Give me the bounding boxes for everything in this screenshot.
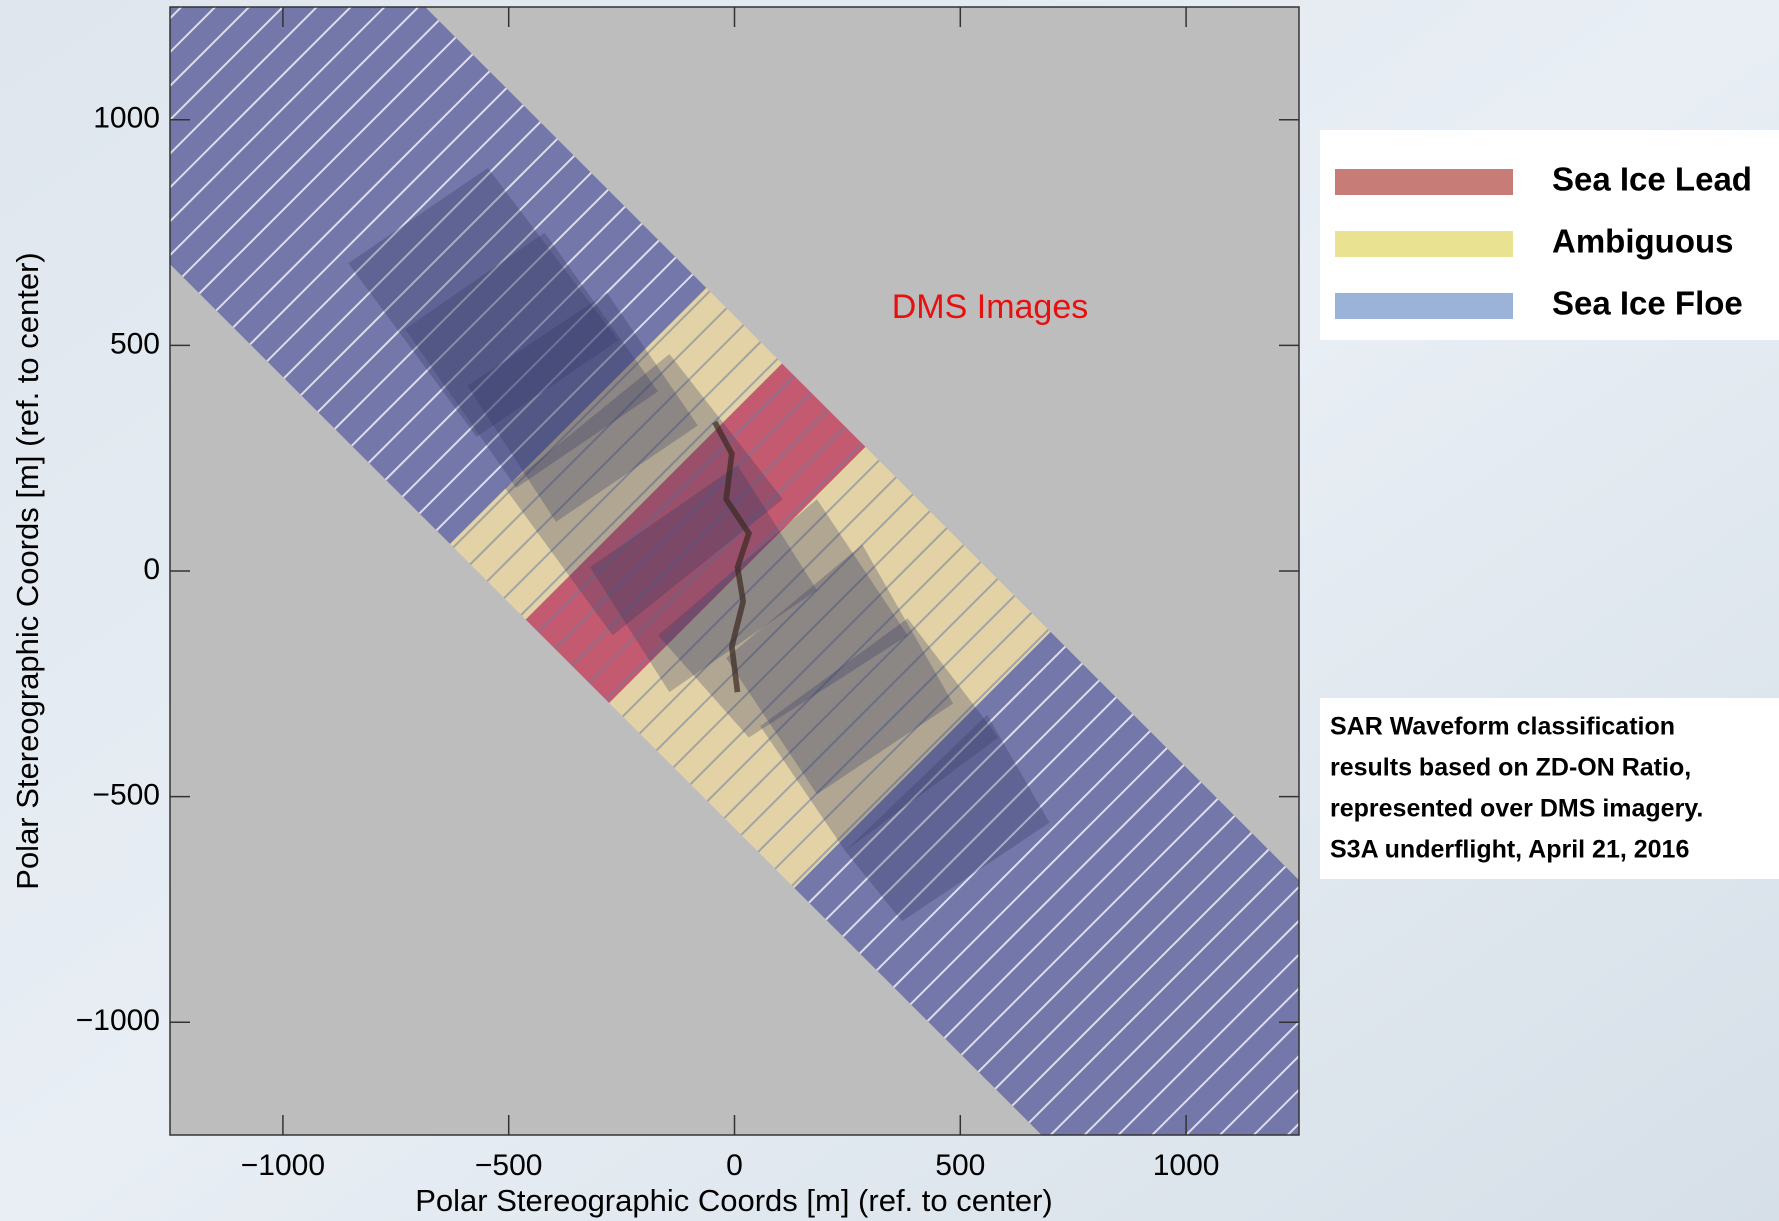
legend-label: Sea Ice Lead bbox=[1552, 161, 1752, 198]
note-line: S3A underflight, April 21, 2016 bbox=[1330, 836, 1689, 864]
note-line: SAR Waveform classification bbox=[1330, 713, 1675, 741]
legend-swatch bbox=[1335, 231, 1513, 257]
legend-label: Sea Ice Floe bbox=[1552, 285, 1743, 322]
x-tick-label: 0 bbox=[726, 1149, 743, 1182]
x-tick-label: −1000 bbox=[241, 1149, 325, 1182]
x-axis-label: Polar Stereographic Coords [m] (ref. to … bbox=[415, 1183, 1052, 1218]
note-line: results based on ZD-ON Ratio, bbox=[1330, 754, 1691, 782]
y-tick-label: 1000 bbox=[93, 102, 160, 135]
legend-swatch bbox=[1335, 169, 1513, 195]
y-tick-label: 500 bbox=[110, 327, 160, 360]
y-tick-label: −500 bbox=[92, 779, 160, 812]
note-line: represented over DMS imagery. bbox=[1330, 795, 1703, 823]
y-tick-label: 0 bbox=[143, 553, 160, 586]
chart: −1000 −500 0 500 1000 −1000 −500 0 500 1000 Polar… bbox=[0, 0, 1779, 1221]
legend-label: Ambiguous bbox=[1552, 223, 1733, 260]
y-tick-label: −1000 bbox=[76, 1004, 160, 1037]
x-tick-label: 500 bbox=[935, 1149, 985, 1182]
legend-swatch bbox=[1335, 293, 1513, 319]
annotation: DMS Images bbox=[892, 288, 1089, 326]
y-axis-label: Polar Stereographic Coords [m] (ref. to … bbox=[10, 252, 45, 889]
x-tick-label: −500 bbox=[475, 1149, 543, 1182]
x-tick-label: 1000 bbox=[1153, 1149, 1220, 1182]
